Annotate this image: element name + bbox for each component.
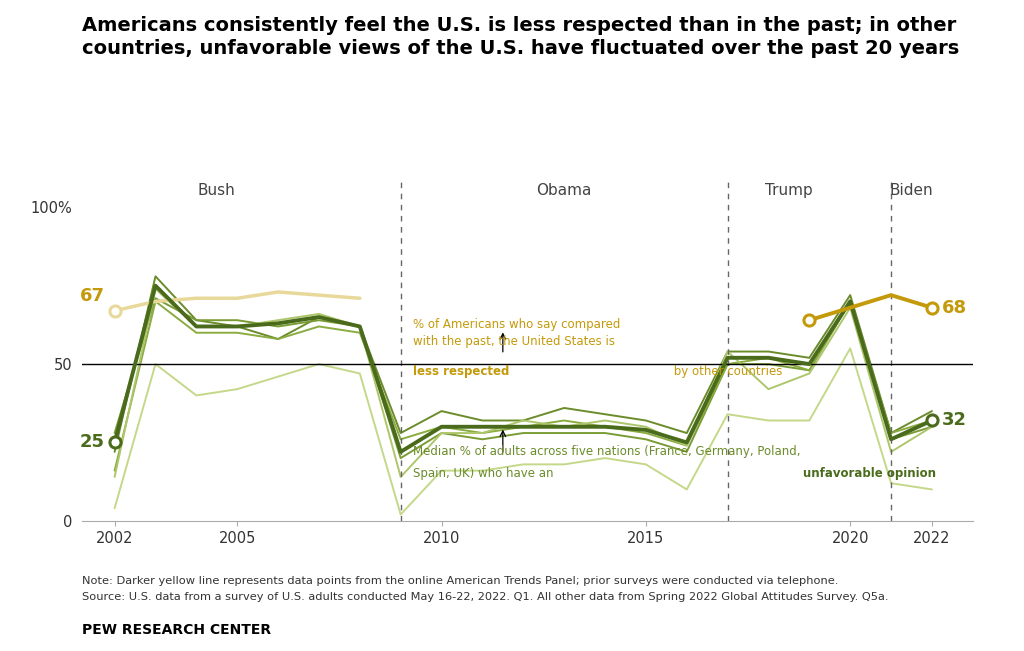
Text: Median % of adults across five nations (France, Germany, Poland,: Median % of adults across five nations (… xyxy=(413,445,801,458)
Text: % of Americans who say compared
with the past, the United States is: % of Americans who say compared with the… xyxy=(413,318,621,348)
Text: by other countries: by other countries xyxy=(671,365,782,378)
Text: less respected: less respected xyxy=(413,365,509,378)
Text: unfavorable opinion: unfavorable opinion xyxy=(803,467,936,480)
Text: Biden: Biden xyxy=(890,183,933,198)
Text: Americans consistently feel the U.S. is less respected than in the past; in othe: Americans consistently feel the U.S. is … xyxy=(82,16,959,58)
Text: Source: U.S. data from a survey of U.S. adults conducted May 16-22, 2022. Q1. Al: Source: U.S. data from a survey of U.S. … xyxy=(82,592,889,602)
Text: PEW RESEARCH CENTER: PEW RESEARCH CENTER xyxy=(82,622,271,637)
Text: Trump: Trump xyxy=(765,183,813,198)
Text: 67: 67 xyxy=(80,286,104,305)
Text: 68: 68 xyxy=(942,299,968,316)
Text: Bush: Bush xyxy=(198,183,236,198)
Text: Obama: Obama xyxy=(537,183,592,198)
Text: 25: 25 xyxy=(80,434,104,451)
Text: Spain, UK) who have an: Spain, UK) who have an xyxy=(413,467,557,480)
Text: Note: Darker yellow line represents data points from the online American Trends : Note: Darker yellow line represents data… xyxy=(82,576,839,586)
Text: 32: 32 xyxy=(942,411,967,430)
